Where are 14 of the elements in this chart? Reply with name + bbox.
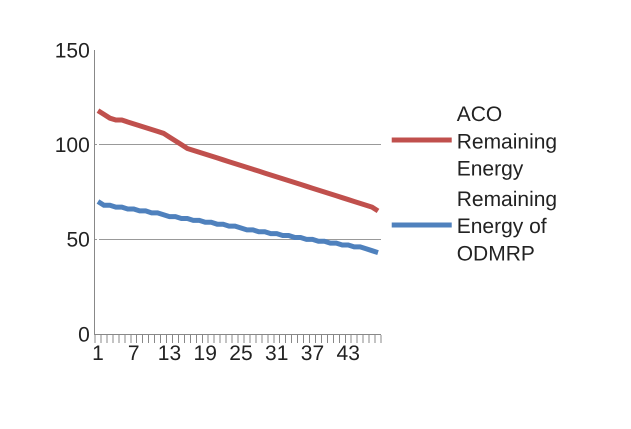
legend-label: Remaining Energy of ODMRP (456, 188, 558, 266)
y-tick-label: 100 (54, 134, 90, 158)
y-tick-label: 50 (66, 228, 90, 252)
y-tick-label: 0 (78, 323, 90, 346)
x-tick-label: 13 (158, 342, 182, 366)
x-tick-label: 1 (92, 342, 104, 366)
x-tick-label: 19 (194, 342, 217, 366)
y-tick-label: 150 (54, 39, 90, 62)
x-tick-label: 31 (265, 342, 288, 366)
legend-label: ACO Remaining Energy (456, 102, 558, 181)
x-tick-label: 7 (128, 342, 140, 366)
x-tick-label: 25 (229, 342, 253, 366)
x-tick-label: 43 (336, 342, 360, 366)
x-tick-label: 37 (300, 342, 324, 366)
